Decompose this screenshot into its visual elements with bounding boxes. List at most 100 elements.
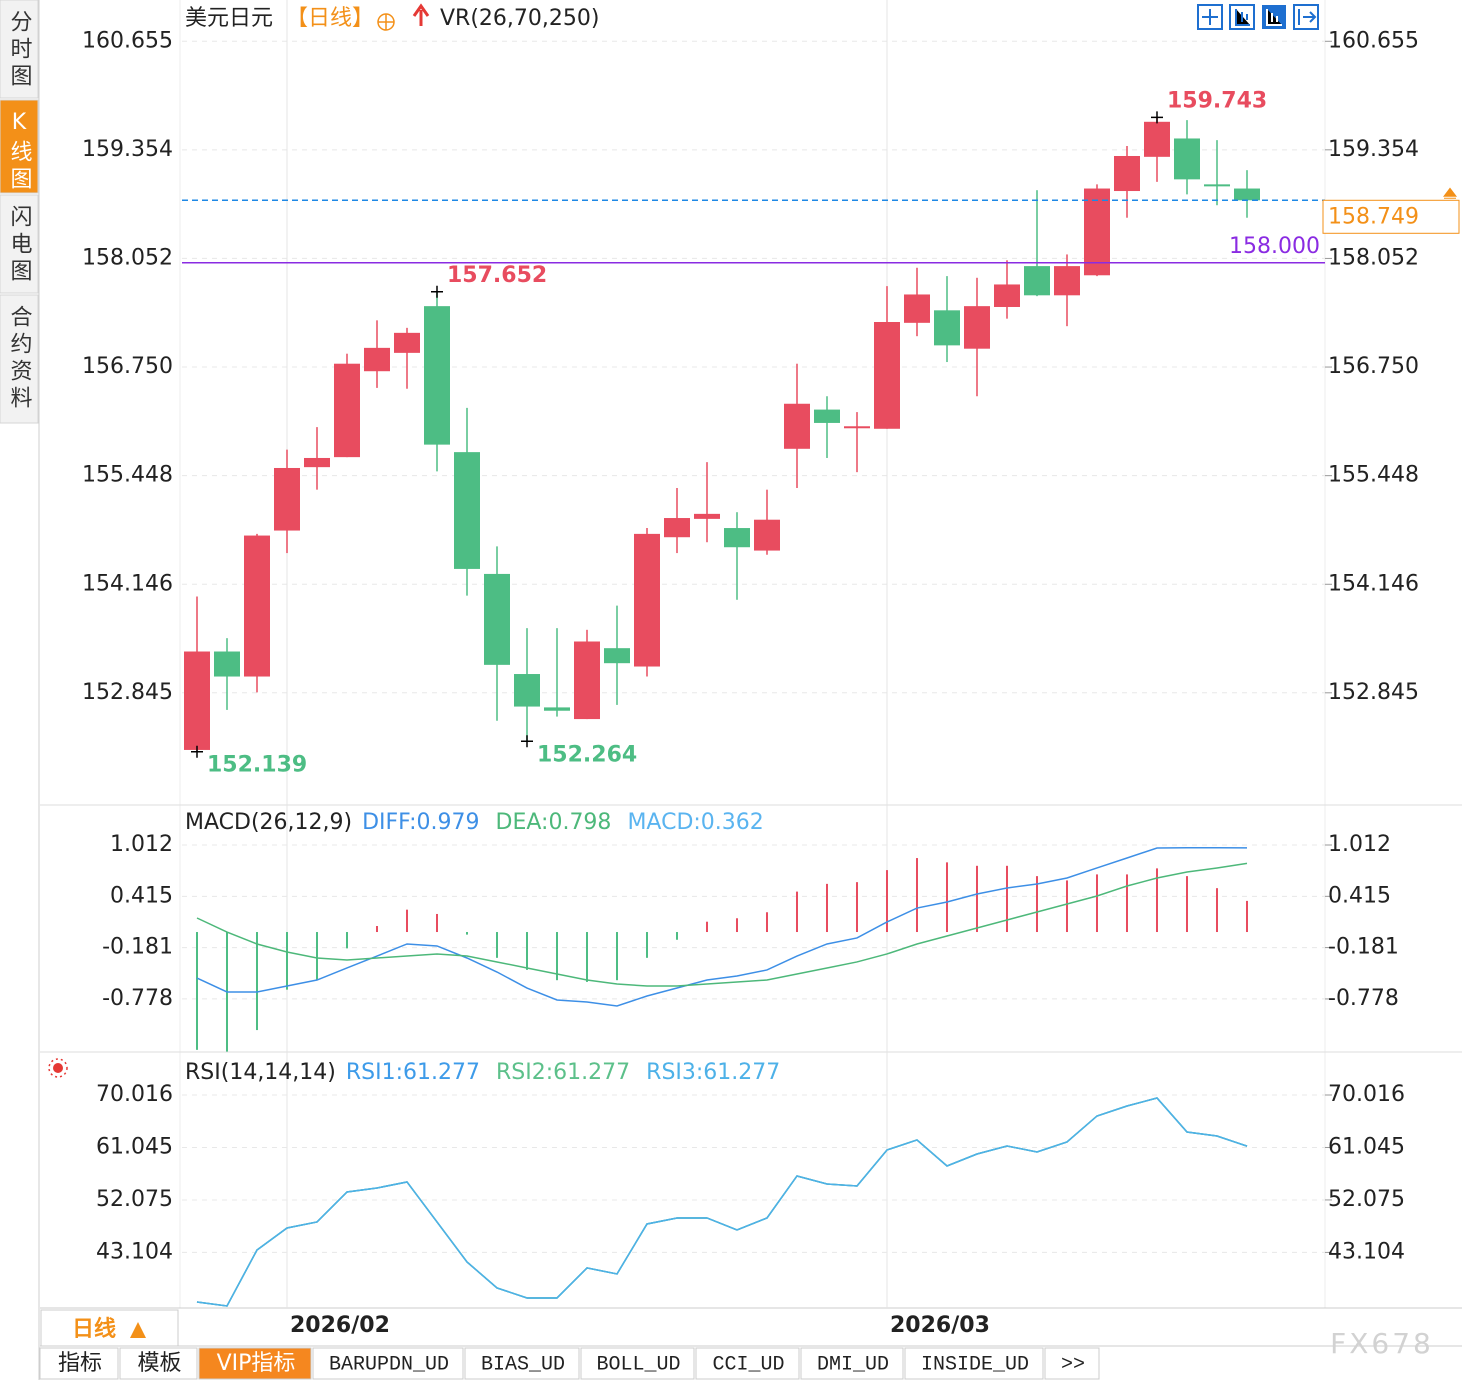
add-cross <box>378 14 394 30</box>
icon-zoom[interactable] <box>1229 4 1255 30</box>
bottom-tab-label[interactable]: >> <box>1061 1353 1085 1376</box>
bottom-tab-label[interactable]: BOLL_UD <box>596 1353 680 1376</box>
indicator-label: VR(26,70,250) <box>440 6 599 31</box>
bottom-tab-label[interactable]: 指标 <box>58 1351 102 1376</box>
x-tick-label: 2026/03 <box>890 1313 990 1338</box>
macd-bar <box>826 883 828 933</box>
bottom-tab-label[interactable]: 模板 <box>137 1351 181 1376</box>
legend-entry: MACD:0.362 <box>627 810 763 835</box>
timeframe-arrow[interactable] <box>130 1322 146 1338</box>
macd-bar <box>1156 868 1158 933</box>
bottom-tab[interactable] <box>1044 1347 1100 1380</box>
bottom-tab-label[interactable]: BIAS_UD <box>481 1353 565 1376</box>
timeframe-label[interactable]: 日线 <box>72 1316 116 1342</box>
candle-body <box>394 332 420 353</box>
indicator-arrow <box>412 3 430 26</box>
sidebar-tab-label[interactable]: 闪电图 <box>7 205 32 286</box>
indicator-line <box>196 862 1248 987</box>
bottom-tab-label[interactable]: DMI_UD <box>817 1353 889 1376</box>
macd-bar <box>616 932 618 981</box>
add-icon[interactable] <box>377 13 395 31</box>
sidebar-tab-label[interactable]: 合约资料 <box>7 305 33 413</box>
icon-crosshair[interactable] <box>1197 4 1223 30</box>
bottom-tab[interactable] <box>580 1347 695 1380</box>
extreme-marker <box>1151 111 1163 124</box>
price-label-box <box>1322 199 1460 234</box>
indicator-line <box>196 1097 1248 1307</box>
macd-bar <box>1066 880 1068 933</box>
icon-move[interactable] <box>1293 4 1319 30</box>
low-label: 152.264 <box>537 742 637 767</box>
macd-bar <box>586 932 588 982</box>
macd-bar <box>916 858 918 933</box>
macd-bar <box>856 882 858 933</box>
macd-bar <box>256 932 258 1031</box>
macd-bar <box>1216 888 1218 933</box>
sidebar-tab[interactable] <box>0 99 39 194</box>
y-tick-label-right: 160.655 <box>1328 28 1419 53</box>
y-tick-label-right: 61.045 <box>1328 1134 1405 1159</box>
legend-entry: RSI2:61.277 <box>496 1060 630 1085</box>
macd-bar <box>496 932 498 958</box>
extreme-marker <box>521 735 533 748</box>
bottom-tab[interactable] <box>119 1347 198 1380</box>
bottom-tab[interactable] <box>198 1347 312 1380</box>
candle-body <box>1144 121 1170 157</box>
macd-bar <box>976 865 978 933</box>
macd-bar <box>796 891 798 933</box>
bottom-tab[interactable] <box>39 1347 119 1380</box>
macd-bar <box>766 912 768 933</box>
y-tick-label-right: 155.448 <box>1328 463 1419 488</box>
y-tick-label: 158.052 <box>82 245 173 270</box>
y-tick-label-right: 156.750 <box>1328 354 1419 379</box>
candle-body <box>934 310 960 346</box>
bottom-tab-label[interactable]: CCI_UD <box>712 1353 784 1376</box>
y-tick-label: 156.750 <box>82 354 173 379</box>
candle-body <box>604 648 630 664</box>
y-tick-label: 43.104 <box>96 1239 173 1264</box>
icon-glyph <box>1235 9 1250 26</box>
bottom-tab[interactable] <box>312 1347 464 1380</box>
candle-body <box>424 306 450 445</box>
y-tick-label: -0.181 <box>102 935 173 960</box>
icon-core <box>53 1063 63 1073</box>
sidebar-tab[interactable] <box>0 294 39 424</box>
bottom-tab[interactable] <box>695 1347 800 1380</box>
bottom-tab-label[interactable]: INSIDE_UD <box>921 1353 1029 1376</box>
candle-body <box>754 519 780 551</box>
legend-entry: RSI3:61.277 <box>646 1060 780 1085</box>
low-label: 152.139 <box>207 753 307 778</box>
extreme-marker <box>191 745 203 758</box>
timeframe-box[interactable] <box>40 1309 179 1347</box>
candle-body <box>1024 266 1050 296</box>
candle-body <box>1174 138 1200 180</box>
candle-body <box>634 533 660 667</box>
candle-body <box>664 518 690 538</box>
bottom-tab[interactable] <box>464 1347 580 1380</box>
y-tick-label: 155.448 <box>82 463 173 488</box>
bottom-tab-label[interactable]: BARUPDN_UD <box>329 1353 449 1376</box>
y-tick-label-right: 70.016 <box>1328 1082 1405 1107</box>
bottom-tab[interactable] <box>904 1347 1044 1380</box>
sidebar-tab[interactable] <box>0 194 39 294</box>
legend-entry: DEA:0.798 <box>496 810 612 835</box>
sidebar-tab[interactable] <box>0 0 39 99</box>
candle-body <box>304 457 330 468</box>
macd-bar <box>946 862 948 933</box>
settings-icon[interactable] <box>48 1058 68 1078</box>
bottom-tab-label[interactable]: VIP指标 <box>217 1351 296 1376</box>
candle-body <box>184 651 210 750</box>
bottom-tab[interactable] <box>800 1347 904 1380</box>
macd-bar <box>406 909 408 933</box>
panel-title: MACD(26,12,9) <box>185 810 352 835</box>
sidebar-tab-label[interactable]: 分时图 <box>7 10 33 91</box>
candle-body <box>1114 155 1140 192</box>
extreme-marker <box>431 285 443 298</box>
y-tick-label-right: 43.104 <box>1328 1239 1405 1264</box>
icon-glyph <box>1298 9 1317 25</box>
sidebar-tab-label[interactable]: K线图 <box>7 110 32 194</box>
y-tick-label: 159.354 <box>82 137 173 162</box>
candle-body <box>364 347 390 372</box>
y-tick-label-right: 154.146 <box>1328 571 1419 596</box>
y-tick-label: 0.415 <box>110 883 173 908</box>
